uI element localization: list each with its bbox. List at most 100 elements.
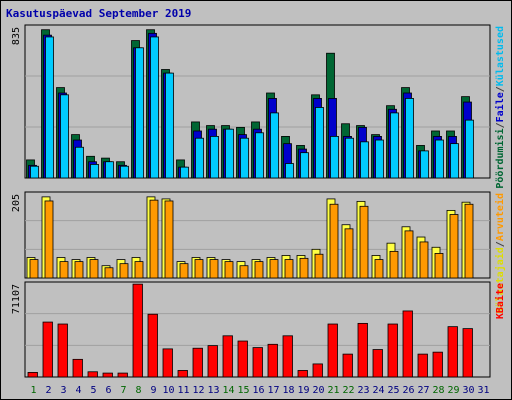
bar-pages-day-13 xyxy=(210,136,219,179)
x-tick-label: 4 xyxy=(75,385,81,396)
bar-kbytes-day-2 xyxy=(42,321,53,378)
bar-kbytes-day-23 xyxy=(357,322,368,378)
bar-pages-day-8 xyxy=(135,47,144,179)
bar-sites-day-20 xyxy=(314,253,324,279)
bar-sites-day-2 xyxy=(44,200,54,279)
bar-pages-day-23 xyxy=(360,141,369,179)
bar-sites-day-21 xyxy=(329,203,339,279)
bar-sites-day-7 xyxy=(119,263,129,279)
bar-pages-day-15 xyxy=(240,137,249,179)
bar-pages-day-11 xyxy=(180,166,189,179)
x-tick-label: 30 xyxy=(462,385,474,396)
chart-title: Kasutuspäevad September 2019 xyxy=(6,7,192,20)
bar-sites-day-24 xyxy=(374,259,384,279)
x-tick-label: 26 xyxy=(402,385,414,396)
legend-entry: / xyxy=(495,241,506,247)
bar-pages-day-17 xyxy=(270,112,279,179)
legend-label-panel-3: KBaite xyxy=(494,283,506,319)
legend-entry: / xyxy=(495,86,506,92)
legend-entry: Arvuteid xyxy=(494,193,506,241)
bar-sites-day-11 xyxy=(179,263,189,279)
bar-pages-day-10 xyxy=(165,72,174,179)
bar-sites-day-15 xyxy=(239,265,249,279)
x-tick-label: 19 xyxy=(297,385,309,396)
bar-sites-day-22 xyxy=(344,228,354,279)
x-tick-label: 22 xyxy=(342,385,354,396)
bar-kbytes-day-11 xyxy=(177,370,188,378)
y-max-label-panel-2: 205 xyxy=(11,194,22,212)
bar-pages-day-20 xyxy=(315,107,324,179)
bar-kbytes-day-4 xyxy=(72,358,83,378)
bar-sites-day-12 xyxy=(194,259,204,279)
bar-pages-day-27 xyxy=(420,150,429,179)
bar-pages-day-25 xyxy=(390,112,399,179)
bar-kbytes-day-7 xyxy=(117,372,128,378)
bar-sites-day-30 xyxy=(464,203,474,279)
bar-kbytes-day-29 xyxy=(447,326,458,378)
x-tick-label: 5 xyxy=(90,385,96,396)
bar-sites-day-18 xyxy=(284,259,294,279)
bar-kbytes-day-13 xyxy=(207,345,218,378)
x-tick-label: 29 xyxy=(447,385,459,396)
bar-pages-day-24 xyxy=(375,139,384,179)
bar-kbytes-day-8 xyxy=(132,283,143,378)
legend-label-panel-1: Pöördumisi/Faile/Külastused xyxy=(494,26,506,189)
x-tick-label: 21 xyxy=(327,385,339,396)
bar-kbytes-day-30 xyxy=(462,328,473,378)
x-tick-label: 27 xyxy=(417,385,429,396)
x-tick-label: 9 xyxy=(150,385,156,396)
x-tick-label: 16 xyxy=(252,385,264,396)
legend-entry: Pöördumisi xyxy=(494,128,506,188)
x-tick-label: 8 xyxy=(135,385,141,396)
bar-sites-day-5 xyxy=(89,259,99,279)
x-tick-label: 24 xyxy=(372,385,384,396)
bar-sites-day-26 xyxy=(404,230,414,279)
legend-label-panel-2: Külastajaid/Arvuteid xyxy=(494,193,506,313)
bar-pages-day-9 xyxy=(150,36,159,179)
bar-pages-day-26 xyxy=(405,98,414,179)
bar-sites-day-17 xyxy=(269,259,279,279)
bar-kbytes-day-5 xyxy=(87,371,98,378)
bar-pages-day-6 xyxy=(105,161,114,179)
x-tick-label: 7 xyxy=(120,385,126,396)
bar-sites-day-27 xyxy=(419,241,429,279)
y-max-label-panel-1: 835 xyxy=(11,27,22,45)
bar-pages-day-14 xyxy=(225,128,234,179)
x-tick-label: 10 xyxy=(162,385,174,396)
bar-kbytes-day-12 xyxy=(192,347,203,378)
bar-pages-day-5 xyxy=(90,164,99,179)
bar-kbytes-day-10 xyxy=(162,348,173,378)
x-tick-label: 6 xyxy=(105,385,111,396)
bar-sites-day-23 xyxy=(359,205,369,279)
bar-sites-day-19 xyxy=(299,257,309,279)
x-tick-label: 12 xyxy=(192,385,204,396)
bar-kbytes-day-9 xyxy=(147,313,158,378)
bar-kbytes-day-17 xyxy=(267,343,278,378)
x-tick-label: 11 xyxy=(177,385,189,396)
bar-kbytes-day-22 xyxy=(342,353,353,378)
bar-pages-day-7 xyxy=(120,165,129,179)
bar-kbytes-day-26 xyxy=(402,310,413,378)
bar-kbytes-day-3 xyxy=(57,323,68,378)
x-tick-label: 2 xyxy=(45,385,51,396)
bar-kbytes-day-14 xyxy=(222,335,233,378)
bar-kbytes-day-27 xyxy=(417,353,428,378)
bar-pages-day-21 xyxy=(330,136,339,179)
bar-kbytes-day-25 xyxy=(387,323,398,378)
bar-kbytes-day-28 xyxy=(432,351,443,378)
x-tick-label: 18 xyxy=(282,385,294,396)
x-tick-label: 31 xyxy=(477,385,489,396)
legend-entry: Külastajaid xyxy=(494,247,506,313)
bar-kbytes-day-18 xyxy=(282,335,293,378)
x-tick-label: 13 xyxy=(207,385,219,396)
x-tick-label: 1 xyxy=(30,385,36,396)
bar-pages-day-29 xyxy=(450,143,459,179)
bar-kbytes-day-1 xyxy=(27,372,38,378)
legend-entry: KBaite xyxy=(494,283,506,319)
bar-sites-day-1 xyxy=(29,259,39,279)
bar-sites-day-9 xyxy=(149,199,159,279)
bar-sites-day-3 xyxy=(59,261,69,279)
bar-sites-day-14 xyxy=(224,261,234,279)
